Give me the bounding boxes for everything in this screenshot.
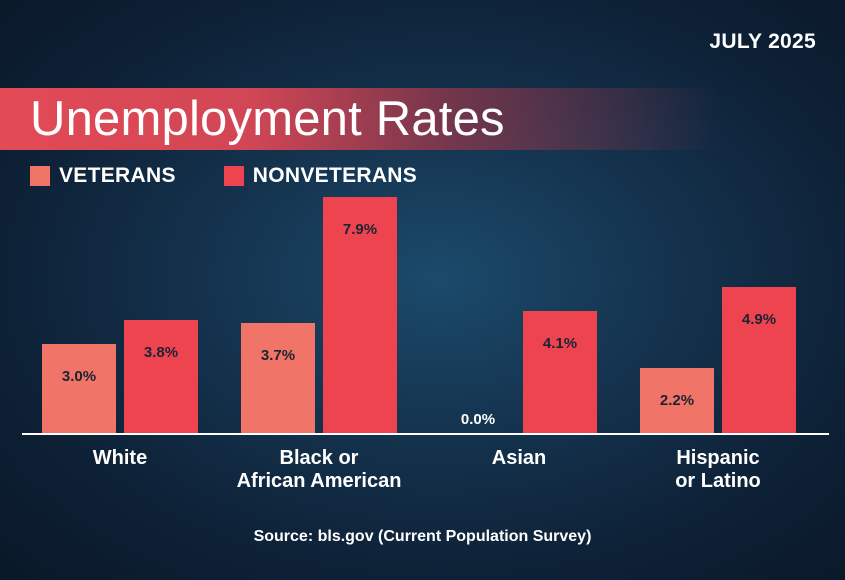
data-label-veterans-asian: 0.0% bbox=[461, 411, 495, 428]
legend-item-nonveterans: NONVETERANS bbox=[223, 164, 418, 188]
bar-veterans-white bbox=[42, 344, 116, 434]
legend-label-veterans: VETERANS bbox=[59, 164, 176, 187]
bar-veterans-black-or-african-american bbox=[241, 323, 315, 434]
legend-swatch-nonveterans bbox=[223, 166, 244, 186]
bar-nonveterans-asian bbox=[523, 311, 597, 434]
category-label-hispanic-or-latino-line-1: Hispanic bbox=[676, 447, 759, 469]
data-label-nonveterans-black-or-african-american: 7.9% bbox=[343, 221, 377, 238]
data-label-nonveterans-asian: 4.1% bbox=[543, 335, 577, 352]
legend-label-nonveterans: NONVETERANS bbox=[252, 164, 418, 187]
chart-title: Unemployment Rates bbox=[30, 92, 505, 146]
category-label-black-or-african-american-line-1: Black or bbox=[280, 447, 359, 469]
data-label-nonveterans-hispanic-or-latino: 4.9% bbox=[742, 311, 776, 328]
date-label: JULY 2025 bbox=[709, 30, 816, 53]
title-band bbox=[0, 88, 720, 150]
category-label-black-or-african-american-line-2: African American bbox=[237, 470, 402, 492]
data-label-veterans-hispanic-or-latino: 2.2% bbox=[660, 392, 694, 409]
category-label-asian: Asian bbox=[492, 447, 546, 469]
data-label-veterans-black-or-african-american: 3.7% bbox=[261, 347, 295, 364]
data-label-nonveterans-white: 3.8% bbox=[144, 344, 178, 361]
bar-veterans-hispanic-or-latino bbox=[640, 368, 714, 434]
legend-item-veterans: VETERANS bbox=[30, 164, 176, 188]
data-label-veterans-white: 3.0% bbox=[62, 368, 96, 385]
bar-nonveterans-hispanic-or-latino bbox=[722, 287, 796, 434]
bar-nonveterans-black-or-african-american bbox=[323, 197, 397, 434]
category-label-hispanic-or-latino-line-2: or Latino bbox=[675, 470, 761, 492]
legend-swatch-veterans bbox=[30, 166, 50, 186]
category-label-white: White bbox=[93, 447, 147, 469]
source-note: Source: bls.gov (Current Population Surv… bbox=[253, 528, 592, 545]
bar-nonveterans-white bbox=[124, 320, 198, 434]
legend: VETERANS NONVETERANS bbox=[30, 164, 465, 188]
